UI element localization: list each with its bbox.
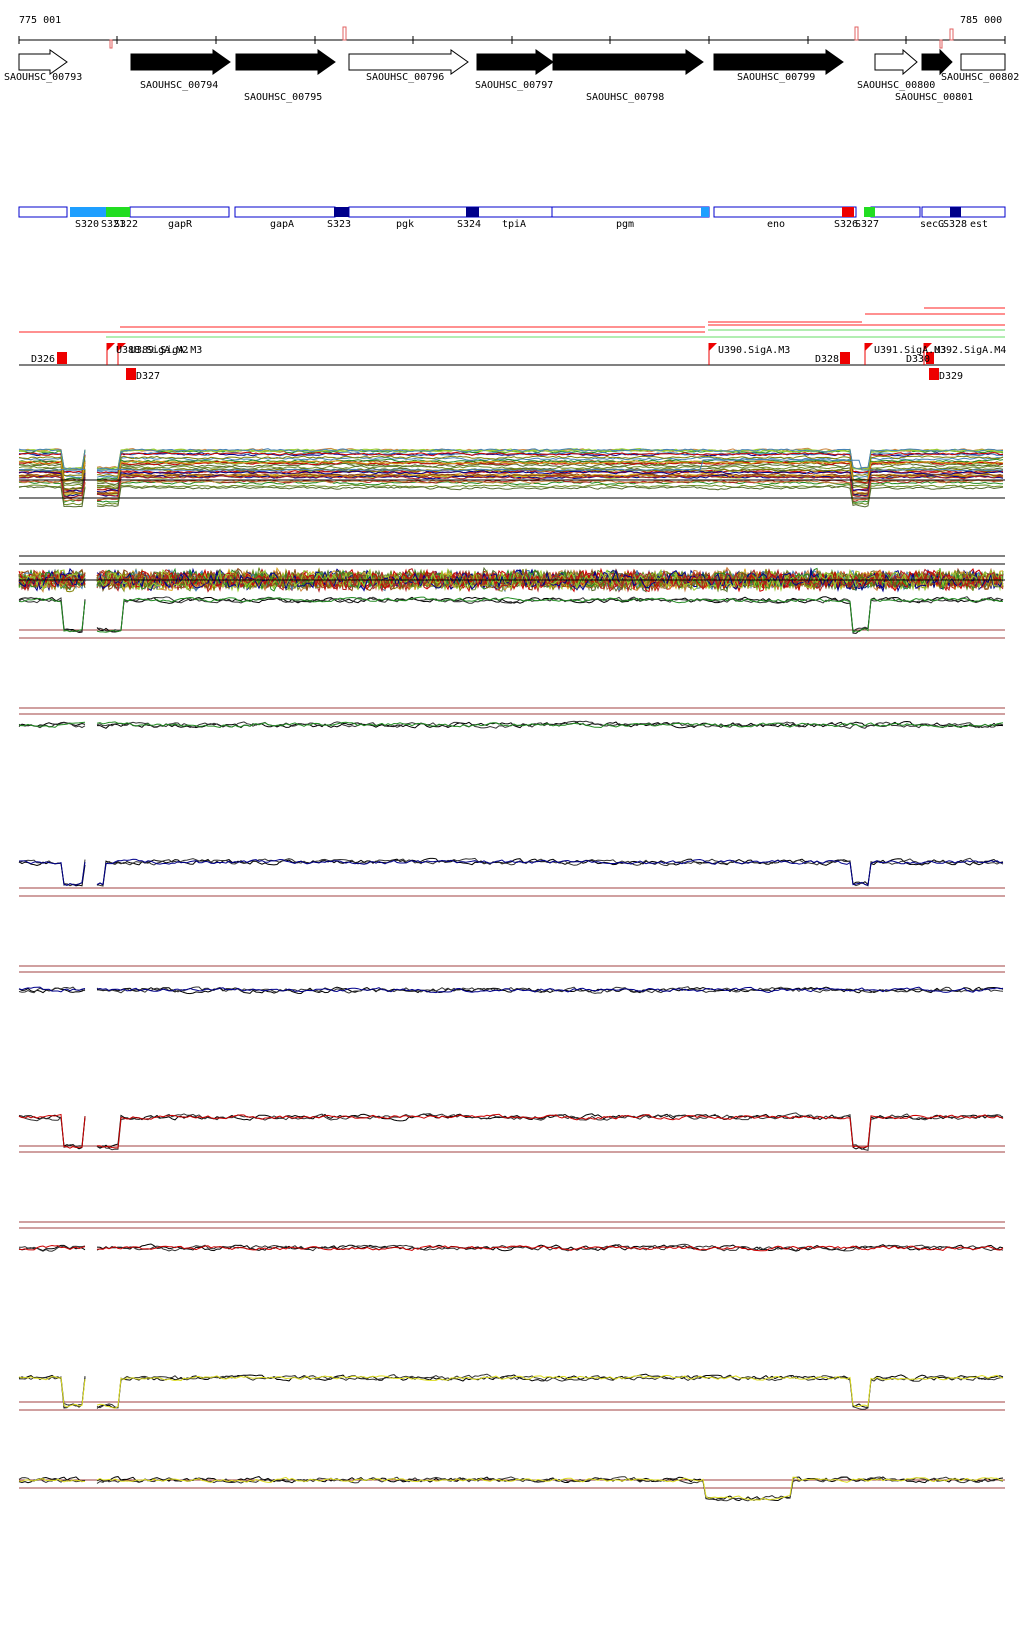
feature-label: U392.SigA.M4 bbox=[934, 345, 1006, 356]
gene-label: SAOUHSC_00796 bbox=[366, 72, 444, 83]
feature-label: U390.SigA.M3 bbox=[718, 345, 790, 356]
gene-arrow-00794[interactable] bbox=[130, 49, 231, 75]
expression-line-colored bbox=[18, 858, 1004, 886]
gene-arrow-00796[interactable] bbox=[348, 49, 469, 75]
gene-arrow-00799[interactable] bbox=[713, 49, 844, 75]
feature-label: D327 bbox=[136, 371, 160, 382]
segment-label: S321 bbox=[101, 219, 125, 230]
coordinate-ruler: 775 001 785 000 bbox=[18, 15, 1006, 49]
gene-label: SAOUHSC_00801 bbox=[895, 92, 973, 103]
gene-track bbox=[18, 48, 1006, 76]
feature-label: D330 bbox=[906, 354, 930, 365]
segment-s321-s322[interactable] bbox=[106, 207, 130, 217]
gene-label: SAOUHSC_00795 bbox=[244, 92, 322, 103]
segment-label: S327 bbox=[855, 219, 879, 230]
segment-track: S320 S321 S322 gapR gapA S323 pgk S324 t… bbox=[18, 206, 1006, 230]
promoter-flag[interactable] bbox=[709, 343, 717, 351]
segment-s326[interactable] bbox=[842, 207, 854, 217]
gene-label: SAOUHSC_00794 bbox=[140, 80, 218, 91]
segment-label: gapR bbox=[168, 219, 193, 230]
feature-marker-d327[interactable] bbox=[126, 368, 136, 380]
segment-label: S326 bbox=[834, 219, 858, 230]
segment-s320[interactable] bbox=[70, 207, 106, 217]
expression-line-colored bbox=[18, 1476, 1004, 1501]
promoter-flag[interactable] bbox=[118, 343, 126, 351]
feature-track: D326 U388.SigA.M2 U389.SigA.M3 D327 U390… bbox=[19, 307, 1006, 382]
expression-line bbox=[18, 475, 1004, 498]
expression-line bbox=[18, 455, 1004, 477]
segment-s323[interactable] bbox=[334, 207, 349, 217]
segment-labels: S320 S321 S322 gapR gapA S323 pgk S324 t… bbox=[75, 219, 988, 230]
gene-arrow-00801[interactable] bbox=[921, 48, 953, 76]
segment-label: pgm bbox=[616, 219, 634, 230]
segment-label: S320 bbox=[75, 219, 99, 230]
expression-line-colored bbox=[18, 1244, 1004, 1252]
expression-line-colored bbox=[18, 721, 1004, 729]
expression-line bbox=[18, 568, 1004, 593]
ruler-marks bbox=[109, 26, 954, 49]
feature-marker-d326[interactable] bbox=[57, 352, 67, 364]
expression-line-colored bbox=[18, 1374, 1004, 1409]
segment-label: eno bbox=[767, 219, 785, 230]
expression-line bbox=[18, 448, 1004, 471]
gene-label: SAOUHSC_00799 bbox=[737, 72, 815, 83]
feature-label: U391.SigA.M3 bbox=[874, 345, 946, 356]
gene-label: SAOUHSC_00797 bbox=[475, 80, 553, 91]
segment-label: gapA bbox=[270, 219, 294, 230]
feature-marker-d329[interactable] bbox=[929, 368, 939, 380]
gene-arrow-00795[interactable] bbox=[235, 49, 336, 75]
gene-arrow-00793[interactable] bbox=[18, 49, 68, 75]
segment-label: S322 bbox=[114, 219, 138, 230]
feature-labels: D326 U388.SigA.M2 U389.SigA.M3 D327 U390… bbox=[31, 345, 1006, 382]
gene-label: SAOUHSC_00793 bbox=[4, 72, 82, 83]
gene-label: SAOUHSC_00798 bbox=[586, 92, 664, 103]
ruler-end-label: 785 000 bbox=[960, 15, 1002, 26]
expression-line-black bbox=[18, 857, 1004, 887]
gene-arrow-00802[interactable] bbox=[960, 53, 1006, 71]
segment-s324[interactable] bbox=[466, 207, 479, 217]
feature-label: D326 bbox=[31, 354, 55, 365]
expression-line-black bbox=[18, 1112, 1004, 1152]
segment-label: tpiA bbox=[502, 219, 526, 230]
ruler-start-label: 775 001 bbox=[19, 15, 61, 26]
promoter-flag[interactable] bbox=[865, 343, 873, 351]
expression-line-black bbox=[18, 596, 1004, 634]
gene-arrow-00798[interactable] bbox=[552, 49, 704, 75]
expression-line-colored bbox=[18, 1113, 1004, 1149]
segment-label: S324 bbox=[457, 219, 481, 230]
feature-label: U389.SigA.M3 bbox=[130, 345, 202, 356]
expression-line bbox=[18, 485, 1004, 508]
gene-arrow-00800[interactable] bbox=[874, 48, 918, 76]
feature-label: D329 bbox=[939, 371, 963, 382]
gene-label: SAOUHSC_00800 bbox=[857, 80, 935, 91]
feature-marker-d328[interactable] bbox=[840, 352, 850, 364]
expression-line-colored bbox=[18, 986, 1004, 994]
feature-marker-d330[interactable] bbox=[926, 352, 934, 364]
feature-label: D328 bbox=[815, 354, 839, 365]
segment-label: est bbox=[970, 219, 988, 230]
gene-label: SAOUHSC_00802 bbox=[941, 72, 1019, 83]
expression-line bbox=[18, 451, 1004, 474]
segment-light[interactable] bbox=[701, 207, 709, 217]
gene-arrow-00797[interactable] bbox=[476, 49, 554, 75]
expression-line-colored bbox=[18, 596, 1004, 633]
gene-labels: SAOUHSC_00793 SAOUHSC_00794 SAOUHSC_0079… bbox=[4, 72, 1019, 103]
segment-label: S328 bbox=[943, 219, 967, 230]
promoter-flag[interactable] bbox=[107, 343, 115, 351]
promoter-flag[interactable] bbox=[924, 343, 932, 351]
segment-s327[interactable] bbox=[864, 207, 875, 217]
segment-label: S323 bbox=[327, 219, 351, 230]
expression-line-black bbox=[18, 1113, 1004, 1150]
expression-tracks bbox=[18, 447, 1005, 1502]
segment-s328[interactable] bbox=[950, 207, 961, 217]
expression-line bbox=[18, 458, 1004, 472]
segment-label: pgk bbox=[396, 219, 414, 230]
expression-line bbox=[18, 479, 1004, 502]
segment-label: secG bbox=[920, 219, 944, 230]
feature-label: U388.SigA.M2 bbox=[116, 345, 188, 356]
